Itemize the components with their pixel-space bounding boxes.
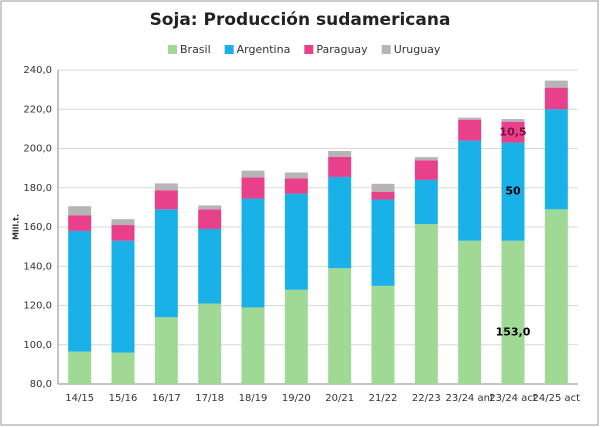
- bar-segment: [111, 352, 135, 384]
- y-tick-label: 160,0: [23, 222, 52, 233]
- bar-segment: [328, 151, 352, 157]
- y-tick-label: 120,0: [23, 301, 52, 312]
- bar-segment: [284, 178, 308, 194]
- bar-segment: [241, 198, 265, 308]
- legend-label: Brasil: [180, 43, 211, 56]
- bar-segment: [458, 119, 482, 141]
- bar-segment: [414, 160, 438, 180]
- bar-segment: [371, 191, 395, 200]
- x-tick-label: 23/24 ant: [445, 393, 493, 404]
- bar-segment: [501, 122, 525, 143]
- legend-label: Argentina: [237, 43, 291, 56]
- legend-label: Uruguay: [394, 43, 441, 56]
- bar-segment: [284, 172, 308, 179]
- x-tick-label: 18/19: [239, 393, 268, 404]
- x-tick-label: 16/17: [152, 393, 181, 404]
- bar-segment: [328, 268, 352, 384]
- bar-segment: [111, 219, 135, 226]
- legend-swatch: [168, 45, 177, 54]
- bar-segment: [68, 351, 92, 384]
- bar-segment: [544, 80, 568, 88]
- bar-segment: [414, 179, 438, 225]
- bar-segment: [328, 176, 352, 269]
- bar-segment: [154, 190, 178, 210]
- x-tick-label: 15/16: [109, 393, 138, 404]
- bar-segment: [371, 183, 395, 192]
- bar-segment: [241, 170, 265, 178]
- bar-segment: [198, 303, 222, 384]
- bar-segment: [154, 317, 178, 384]
- x-tick-label: 14/15: [65, 393, 94, 404]
- bar-segment: [501, 240, 525, 384]
- x-tick-label: 24/25 act: [533, 393, 581, 404]
- y-tick-label: 240,0: [23, 65, 52, 76]
- bar-segment: [198, 205, 222, 210]
- y-tick-label: 100,0: [23, 340, 52, 351]
- legend-swatch: [381, 45, 391, 54]
- bar-segment: [241, 307, 265, 384]
- bar-segment: [501, 119, 525, 123]
- y-tick-label: 220,0: [23, 104, 52, 115]
- bar-segment: [501, 142, 525, 241]
- bar-segment: [328, 156, 352, 177]
- bar-segment: [241, 177, 265, 199]
- bar-segment: [544, 87, 568, 110]
- bar-segment: [111, 225, 135, 241]
- legend-swatch: [304, 45, 314, 54]
- x-tick-label: 22/23: [412, 393, 441, 404]
- bar-segment: [154, 209, 178, 318]
- x-tick-label: 23/24 act: [489, 393, 537, 404]
- bar-segment: [284, 193, 308, 290]
- bar-segment: [198, 228, 222, 304]
- bar-segment: [154, 183, 178, 191]
- bar-segment: [371, 199, 395, 286]
- legend-label: Paraguay: [316, 43, 368, 56]
- bar-segment: [371, 285, 395, 384]
- bar-segment: [68, 215, 92, 231]
- bar-segment: [414, 157, 438, 161]
- legend-swatch: [224, 45, 234, 54]
- bar-segment: [111, 240, 135, 353]
- x-tick-label: 21/22: [369, 393, 398, 404]
- x-tick-label: 19/20: [282, 393, 311, 404]
- bar-segment: [68, 230, 92, 352]
- bar-segment: [544, 209, 568, 384]
- bar-segment: [414, 224, 438, 384]
- data-label: 50: [505, 185, 521, 198]
- x-tick-label: 20/21: [325, 393, 354, 404]
- chart-title: Soja: Producción sudamericana: [150, 10, 451, 30]
- y-axis-label: Mill.t.: [12, 214, 21, 240]
- x-tick-label: 17/18: [195, 393, 224, 404]
- bar-segment: [198, 209, 222, 229]
- bar-segment: [284, 289, 308, 384]
- bar-segment: [458, 240, 482, 384]
- bar-segment: [544, 109, 568, 210]
- data-label: 153,0: [496, 325, 531, 338]
- bar-segment: [458, 140, 482, 241]
- y-tick-label: 180,0: [23, 183, 52, 194]
- y-tick-label: 140,0: [23, 261, 52, 272]
- bar-segment: [458, 117, 482, 120]
- y-tick-label: 200,0: [23, 144, 52, 155]
- y-tick-label: 80,0: [30, 379, 52, 390]
- data-label: 10,5: [499, 125, 526, 138]
- bar-segment: [68, 206, 92, 216]
